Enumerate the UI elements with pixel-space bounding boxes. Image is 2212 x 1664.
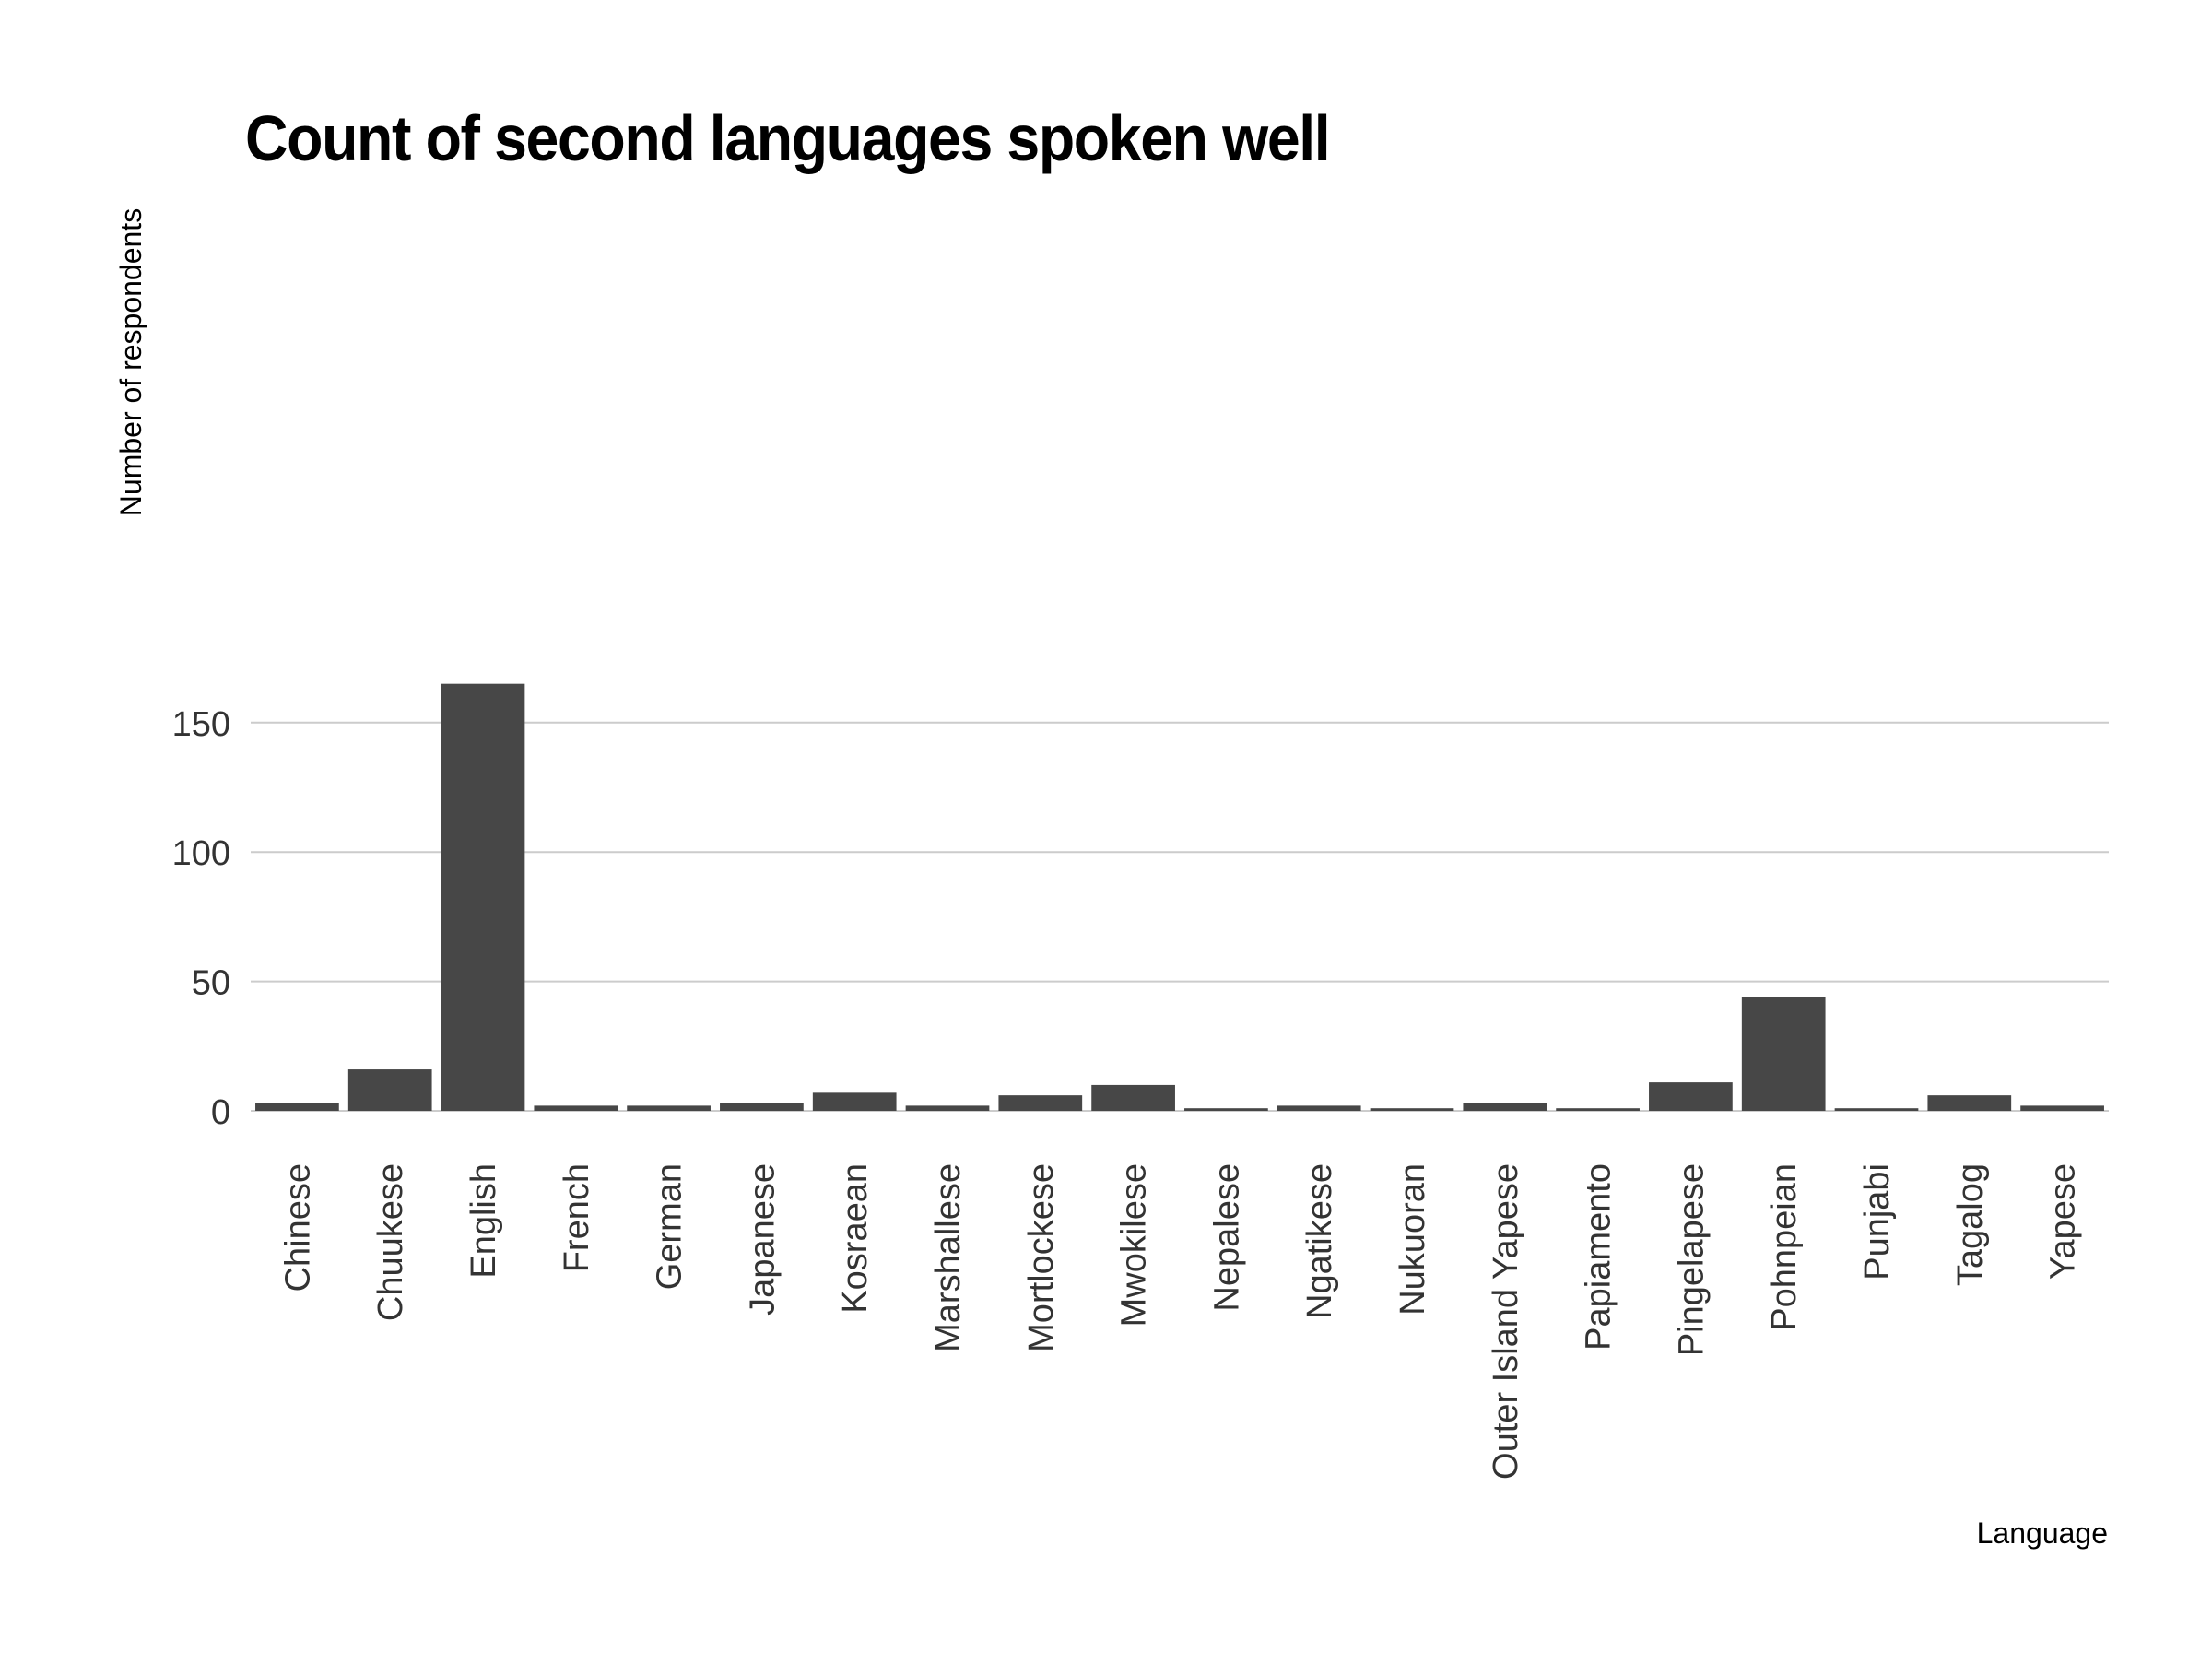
x-tick-label: Japanese [743,1163,782,1316]
x-tick-label: Chinese [278,1163,317,1292]
x-tick-label: Papiamento [1580,1163,1618,1351]
x-tick-label: Kosraean [836,1163,875,1314]
x-tick-label: English [465,1163,503,1279]
x-tick-label: Outer Island Yapese [1487,1163,1525,1480]
bar [627,1105,711,1111]
bar [1370,1108,1454,1111]
bar [2020,1105,2104,1111]
bar [534,1105,618,1111]
y-axis-label: Number of respondents [114,208,147,516]
x-tick-label: Punjabi [1858,1163,1897,1280]
bar [812,1092,897,1111]
bar [720,1103,804,1111]
chart-title: Count of second languages spoken well [245,102,1331,174]
x-tick-label: Marshallese [929,1163,968,1352]
x-axis-label: Language [1977,1516,2108,1550]
x-tick-label: Nukuoran [1394,1163,1432,1316]
bar [347,1069,432,1111]
x-tick-label: Ngatikese [1300,1163,1339,1319]
bar [441,683,525,1111]
bar [1649,1082,1733,1111]
bar [1463,1103,1547,1111]
bar [1184,1108,1268,1111]
bar [1741,997,1826,1111]
grid-lines [251,721,2109,1112]
x-tick-label: Tagalog [1951,1163,1990,1286]
y-tick-label: 50 [192,964,230,1003]
x-tick-label: Nepalese [1207,1163,1246,1312]
x-tick-label: Pingelapese [1672,1163,1711,1356]
bars [255,683,2104,1111]
x-tick-label: Yapese [2044,1163,2083,1280]
bar [1277,1105,1361,1111]
y-tick-labels: 0 50 100 150 [172,705,230,1132]
bar [1556,1108,1640,1111]
bar [1927,1095,2012,1111]
x-tick-label: Chuukese [371,1163,410,1321]
x-tick-labels: Chinese Chuukese English French German Japane… [278,1163,2082,1480]
y-tick-label: 100 [172,834,230,873]
y-tick-label: 150 [172,705,230,744]
y-tick-label: 0 [211,1093,230,1132]
bar [255,1103,339,1111]
x-tick-label: French [558,1163,596,1272]
x-tick-label: Mortlockese [1022,1163,1061,1352]
bar [1834,1108,1919,1111]
x-tick-label: Mwokilese [1115,1163,1154,1327]
bar [905,1105,990,1111]
bar [1091,1084,1175,1111]
x-tick-label: German [651,1163,689,1290]
x-tick-label: Pohnpeian [1765,1163,1804,1331]
bar [998,1095,1083,1111]
